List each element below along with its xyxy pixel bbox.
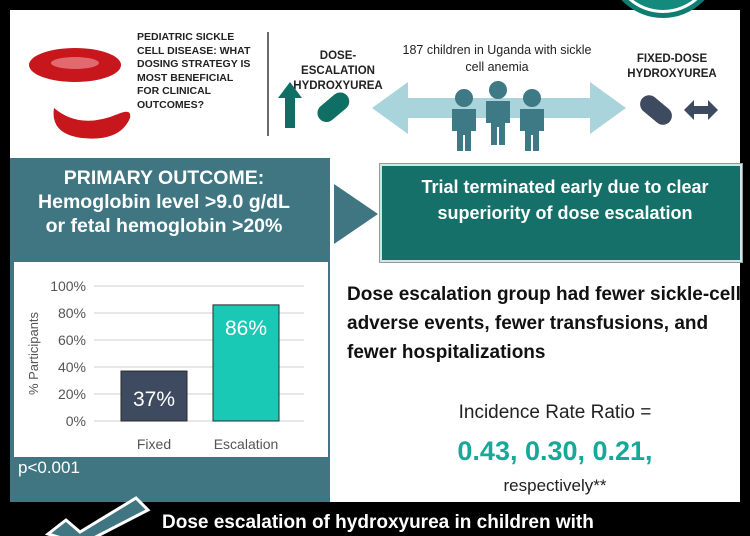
checkmark-icon — [44, 496, 151, 536]
bar-escalation — [212, 304, 280, 422]
x-tick-label: Escalation — [214, 436, 279, 452]
primary-outcome-line1: Hemoglobin level >9.0 g/dL — [38, 191, 290, 213]
children-group-icon — [452, 81, 544, 151]
y-axis-label: % Participants — [26, 311, 41, 395]
sickle-cell-icon — [53, 108, 131, 139]
pill-icon-fixed — [640, 95, 672, 125]
data-label: 86% — [225, 317, 267, 340]
primary-outcome-line2: or fetal hemoglobin >20% — [45, 215, 283, 237]
irr-label: Incidence Rate Ratio = — [458, 402, 652, 423]
dose-escalation-label: DOSE-ESCALATION HYDROXYUREA — [293, 50, 383, 92]
y-tick-label: 60% — [58, 332, 86, 348]
y-tick-label: 80% — [58, 305, 86, 321]
y-tick-label: 40% — [58, 359, 86, 375]
escalation-icons — [278, 82, 350, 128]
trial-status-text: Trial terminated early due to clear supe… — [421, 177, 709, 223]
left-right-arrow-icon — [684, 100, 718, 120]
bar-fixed — [120, 370, 188, 422]
population-text: 187 children in Uganda with sickle cell … — [402, 43, 592, 74]
conclusion-band — [44, 502, 746, 536]
p-value: p<0.001 — [18, 458, 80, 477]
primary-outcome-title: PRIMARY OUTCOME: Hemoglobin level >9.0 g… — [14, 166, 314, 238]
conclusion-text: Dose escalation of hydroxyurea in childr… — [162, 512, 594, 533]
irr-note: respectively** — [503, 476, 607, 495]
right-arrow-icon — [334, 184, 378, 244]
pill-icon — [317, 92, 350, 123]
data-label: 37% — [133, 388, 175, 411]
irr-values: 0.43, 0.30, 0.21, — [457, 436, 653, 466]
vertical-divider — [267, 32, 269, 136]
fixed-dose-label: FIXED-DOSE HYDROXYUREA — [627, 53, 717, 80]
red-blood-cells-illustration — [29, 48, 131, 139]
y-tick-label: 20% — [58, 386, 86, 402]
population-icons — [372, 81, 626, 151]
x-tick-label: Fixed — [137, 436, 171, 452]
y-tick-label: 0% — [66, 413, 86, 429]
fixed-dose-icons — [640, 95, 718, 125]
up-arrow-icon — [278, 82, 302, 128]
primary-outcome-heading: PRIMARY OUTCOME: — [63, 167, 265, 189]
trial-status-box — [379, 163, 743, 263]
results-summary: Dose escalation group had fewer sickle-c… — [347, 284, 741, 363]
journal-logo — [600, 0, 726, 30]
y-tick-label: 100% — [50, 278, 86, 294]
study-question: PEDIATRIC SICKLE CELL DISEASE: WHAT DOSI… — [137, 31, 251, 111]
outcome-bar-chart: 0% 20% 40% 60% 80% 100% % Participants 37% Fixed… — [26, 278, 304, 452]
